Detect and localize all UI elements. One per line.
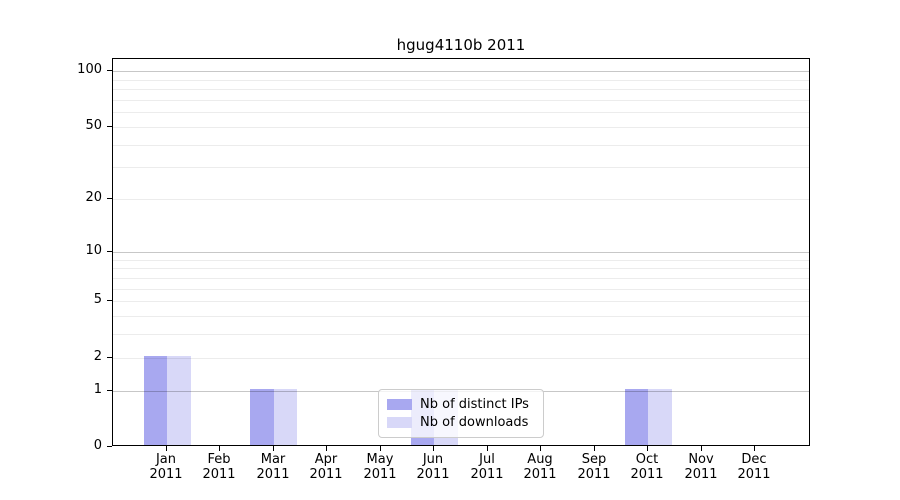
bar-downloads (648, 388, 672, 445)
y-tick-mark (107, 198, 112, 199)
legend-item-downloads: Nb of downloads (387, 414, 535, 432)
x-tick-label-month: May (366, 452, 394, 467)
y-tick-label: 1 (93, 382, 102, 397)
x-tick-label-month: Dec (741, 452, 767, 467)
x-tick-label: Feb 2011 (187, 452, 251, 482)
bar-distinct-ips (624, 388, 649, 445)
bar-distinct-ips (143, 355, 167, 445)
legend-item-distinct-ips: Nb of distinct IPs (387, 395, 535, 413)
x-tick-mark (380, 446, 381, 451)
bars-layer (113, 59, 809, 445)
x-tick-label-year: 2011 (470, 467, 504, 482)
bar-distinct-ips (250, 388, 274, 445)
y-tick-label: 5 (93, 292, 102, 307)
y-tick-label: 100 (77, 62, 102, 77)
y-tick-label: 2 (93, 349, 102, 364)
x-tick-label-month: Aug (527, 452, 553, 467)
x-tick-label-year: 2011 (363, 467, 397, 482)
x-tick-label-year: 2011 (737, 467, 771, 482)
x-tick-label: Jun 2011 (401, 452, 465, 482)
x-tick-label: Dec 2011 (722, 452, 786, 482)
x-tick-mark (594, 446, 595, 451)
y-tick-mark (107, 126, 112, 127)
x-tick-mark (754, 446, 755, 451)
x-tick-label-year: 2011 (149, 467, 183, 482)
chart-title: hgug4110b 2011 (396, 36, 526, 54)
legend-swatch-distinct-ips-icon (387, 398, 412, 410)
x-tick-label-month: Sep (581, 452, 607, 467)
x-tick-label-year: 2011 (416, 467, 450, 482)
y-tick-mark (107, 357, 112, 358)
legend-label-downloads: Nb of downloads (420, 415, 529, 431)
x-tick-label-month: Jan (155, 452, 177, 467)
x-tick-mark (647, 446, 648, 451)
x-tick-mark (540, 446, 541, 451)
x-tick-label-month: Oct (635, 452, 659, 467)
x-tick-label: Mar 2011 (241, 452, 305, 482)
x-tick-label-month: Apr (314, 452, 338, 467)
legend: Nb of distinct IPs Nb of downloads (378, 389, 544, 438)
x-tick-label: Aug 2011 (508, 452, 572, 482)
bar-downloads (167, 355, 191, 445)
x-tick-label-year: 2011 (523, 467, 557, 482)
x-tick-label-year: 2011 (684, 467, 718, 482)
y-tick-mark (107, 390, 112, 391)
x-tick-mark (487, 446, 488, 451)
bar-downloads (273, 388, 298, 445)
x-tick-mark (273, 446, 274, 451)
y-tick-mark (107, 446, 112, 447)
y-tick-label: 20 (85, 190, 102, 205)
x-tick-mark (219, 446, 220, 451)
y-tick-mark (107, 300, 112, 301)
legend-swatch-downloads-icon (387, 417, 412, 429)
legend-label-distinct-ips: Nb of distinct IPs (420, 396, 529, 412)
x-tick-label: Jul 2011 (455, 452, 519, 482)
x-tick-label-month: Feb (207, 452, 231, 467)
x-tick-label-month: Mar (260, 452, 286, 467)
x-tick-label-year: 2011 (630, 467, 664, 482)
x-tick-label-month: Jun (422, 452, 444, 467)
y-tick-mark (107, 70, 112, 71)
x-tick-label-year: 2011 (202, 467, 236, 482)
x-tick-label-year: 2011 (256, 467, 290, 482)
x-tick-label-year: 2011 (577, 467, 611, 482)
x-tick-label-month: Jul (479, 452, 495, 467)
x-tick-mark (701, 446, 702, 451)
plot-area: Nb of distinct IPs Nb of downloads (112, 58, 810, 446)
y-tick-label: 50 (85, 118, 102, 133)
x-tick-mark (433, 446, 434, 451)
x-tick-label: Jan 2011 (134, 452, 198, 482)
x-tick-label: Nov 2011 (669, 452, 733, 482)
x-tick-label: Oct 2011 (615, 452, 679, 482)
x-tick-label: May 2011 (348, 452, 412, 482)
x-tick-label: Apr 2011 (294, 452, 358, 482)
x-tick-label-year: 2011 (309, 467, 343, 482)
y-tick-mark (107, 251, 112, 252)
x-tick-mark (326, 446, 327, 451)
x-tick-mark (166, 446, 167, 451)
y-tick-label: 10 (85, 243, 102, 258)
x-tick-label-month: Nov (688, 452, 714, 467)
x-tick-label: Sep 2011 (562, 452, 626, 482)
y-tick-label: 0 (93, 438, 102, 453)
